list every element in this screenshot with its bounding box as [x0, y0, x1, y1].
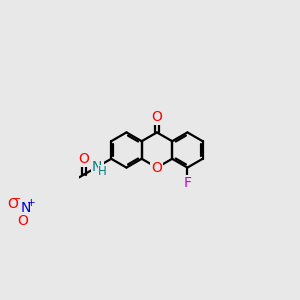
Text: −: −	[12, 194, 22, 205]
Text: N: N	[21, 201, 31, 215]
Text: +: +	[27, 198, 35, 208]
Text: O: O	[152, 160, 162, 175]
Text: F: F	[183, 176, 191, 190]
Text: N: N	[92, 160, 102, 174]
Text: O: O	[152, 110, 162, 124]
Text: O: O	[7, 197, 18, 212]
Text: O: O	[78, 152, 89, 166]
Text: H: H	[98, 165, 106, 178]
Text: O: O	[17, 214, 28, 228]
